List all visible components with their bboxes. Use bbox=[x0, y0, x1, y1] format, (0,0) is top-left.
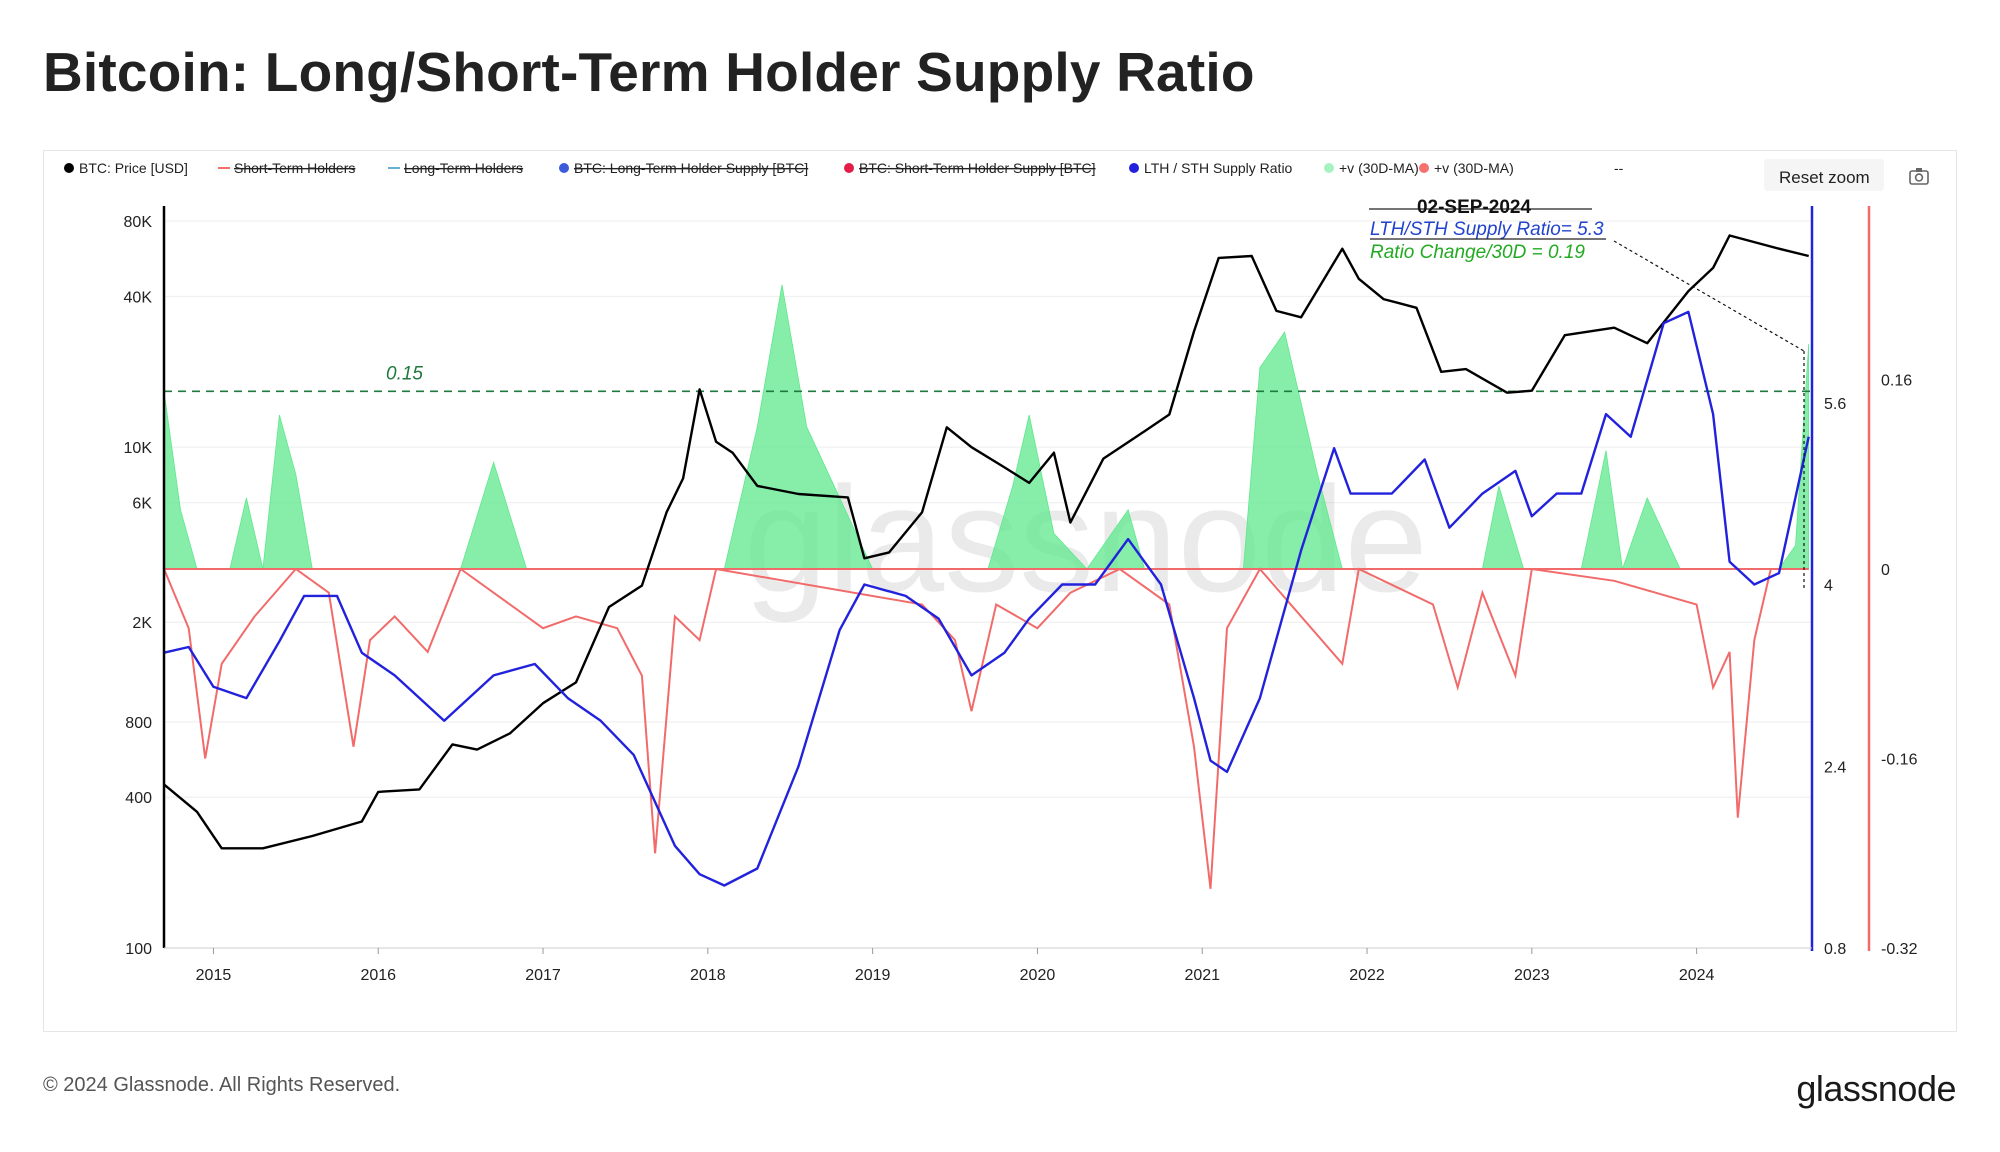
x-tick: 2017 bbox=[525, 967, 561, 984]
supply-ratio-line bbox=[163, 310, 1810, 887]
footer-copyright: © 2024 Glassnode. All Rights Reserved. bbox=[43, 1074, 401, 1096]
legend-label: +v (30D-MA) bbox=[1339, 160, 1419, 176]
legend-item[interactable]: BTC: Long-Term Holder Supply [BTC] bbox=[559, 160, 808, 176]
y-right2-tick: 0.16 bbox=[1881, 373, 1912, 390]
y-right2-tick: -0.32 bbox=[1881, 941, 1918, 958]
legend-label: LTH / STH Supply Ratio bbox=[1144, 160, 1293, 176]
x-tick: 2016 bbox=[360, 967, 396, 984]
legend-item[interactable]: BTC: Short-Term Holder Supply [BTC] bbox=[844, 160, 1096, 176]
y-right1-tick: 4 bbox=[1824, 578, 1833, 595]
x-tick: 2019 bbox=[855, 967, 891, 984]
legend-marker bbox=[64, 163, 74, 173]
y-right1-tick: 0.8 bbox=[1824, 941, 1846, 958]
page-title: Bitcoin: Long/Short-Term Holder Supply R… bbox=[43, 41, 1255, 103]
x-tick: 2022 bbox=[1349, 967, 1385, 984]
chart-svg[interactable]: glassnode 0.15 80K40K10K6K2K8004001005.6… bbox=[44, 151, 1956, 1031]
annotation-ratio: LTH/STH Supply Ratio= 5.3 bbox=[1370, 219, 1604, 240]
x-tick: 2024 bbox=[1679, 967, 1715, 984]
brand-logo: glassnode bbox=[1796, 1068, 1956, 1109]
chart-panel: glassnode 0.15 80K 40K 10K 6K 2K 800 400 100 5.6… bbox=[43, 150, 1957, 1032]
legend-item[interactable]: +v (30D-MA) bbox=[1419, 160, 1514, 176]
x-tick: 2021 bbox=[1184, 967, 1220, 984]
y-left-tick: 400 bbox=[125, 790, 152, 807]
legend-marker bbox=[844, 163, 854, 173]
legend-label: +v (30D-MA) bbox=[1434, 160, 1514, 176]
reset-zoom-label: Reset zoom bbox=[1779, 168, 1870, 187]
legend-label: Long-Term Holders bbox=[404, 160, 523, 176]
y-right2-tick: -0.16 bbox=[1881, 752, 1918, 769]
y-left-tick: 80K bbox=[124, 214, 153, 231]
positive-change-area bbox=[163, 284, 1810, 570]
legend-item[interactable]: Short-Term Holders bbox=[218, 160, 355, 176]
legend-item[interactable]: LTH / STH Supply Ratio bbox=[1129, 160, 1293, 176]
annotation-change: Ratio Change/30D = 0.19 bbox=[1370, 242, 1585, 263]
y-right2-tick: 0 bbox=[1881, 562, 1890, 579]
annotation-leader bbox=[1613, 240, 1805, 352]
x-tick: 2018 bbox=[690, 967, 726, 984]
legend-label: -- bbox=[1614, 160, 1624, 176]
legend-label: BTC: Long-Term Holder Supply [BTC] bbox=[574, 160, 808, 176]
legend[interactable]: BTC: Price [USD] Short-Term Holders Long-T… bbox=[64, 160, 1624, 176]
btc-price-line bbox=[163, 234, 1809, 850]
series-lines bbox=[163, 234, 1810, 887]
legend-marker bbox=[1129, 163, 1139, 173]
y-left-tick: 6K bbox=[132, 496, 152, 513]
y-right1-tick: 5.6 bbox=[1824, 396, 1846, 413]
legend-item[interactable]: +v (30D-MA) bbox=[1324, 160, 1419, 176]
y-left-tick: 40K bbox=[124, 289, 153, 306]
threshold-label: 0.15 bbox=[386, 363, 423, 384]
legend-item[interactable]: Long-Term Holders bbox=[388, 160, 523, 176]
camera-icon[interactable] bbox=[1909, 168, 1929, 185]
annotation-date: 02-SEP-2024 bbox=[1417, 197, 1532, 218]
y-left-tick: 2K bbox=[132, 615, 152, 632]
y-left-tick: 800 bbox=[125, 715, 152, 732]
legend-marker bbox=[1419, 163, 1429, 173]
legend-marker bbox=[1324, 163, 1334, 173]
x-tick: 2015 bbox=[196, 967, 232, 984]
x-tick: 2020 bbox=[1020, 967, 1056, 984]
legend-item[interactable]: BTC: Price [USD] bbox=[64, 160, 188, 176]
y-left-tick: 10K bbox=[124, 440, 153, 457]
legend-label: Short-Term Holders bbox=[234, 160, 355, 176]
legend-marker bbox=[559, 163, 569, 173]
legend-label: BTC: Price [USD] bbox=[79, 160, 188, 176]
legend-label: BTC: Short-Term Holder Supply [BTC] bbox=[859, 160, 1096, 176]
reset-zoom-button[interactable]: Reset zoom bbox=[1764, 159, 1884, 191]
legend-item[interactable]: -- bbox=[1614, 160, 1624, 176]
y-right1-tick: 2.4 bbox=[1824, 759, 1846, 776]
x-tick: 2023 bbox=[1514, 967, 1550, 984]
axes: 80K 40K 10K 6K 2K 800 400 100 5.6 4 2.4 0.8 0.16 0 -0.… bbox=[124, 206, 1918, 984]
y-left-tick: 100 bbox=[125, 941, 152, 958]
